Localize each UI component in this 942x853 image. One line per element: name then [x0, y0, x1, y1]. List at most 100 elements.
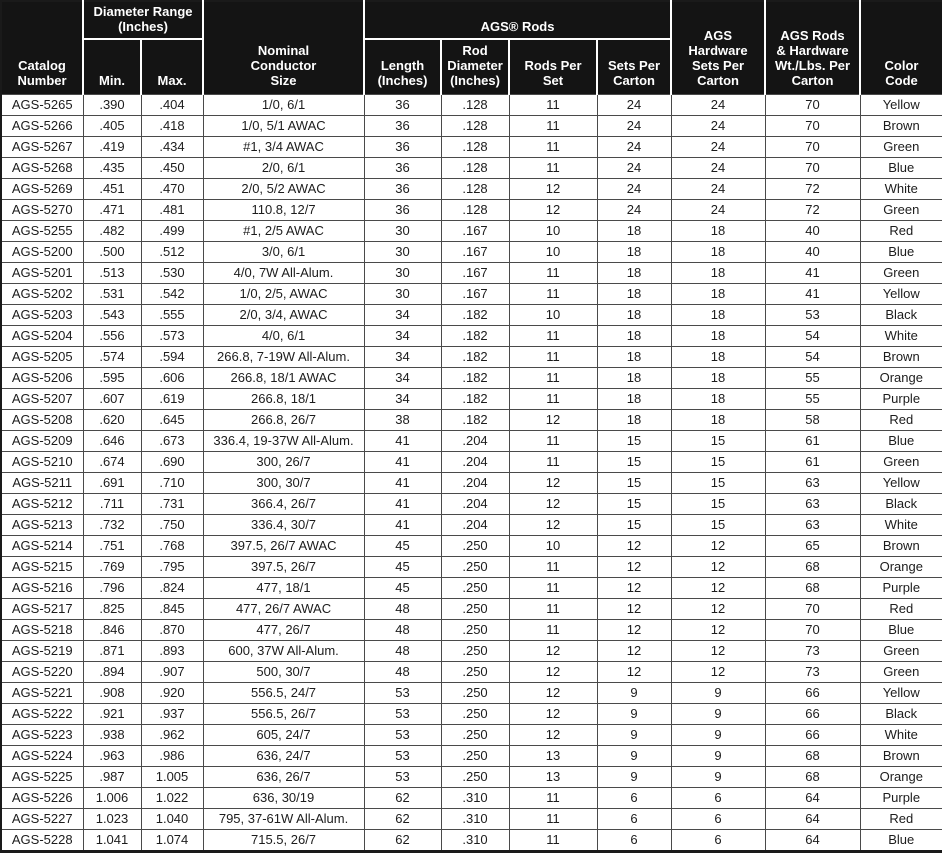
- table-row: AGS-5266.405.418 1/0, 5/1 AWAC 36.128 11 24 2…: [0, 114, 942, 137]
- diameter-max-cell: .512: [140, 240, 204, 263]
- color-code-cell: Red: [859, 219, 942, 242]
- ags-hardware-sets-per-carton-cell: 24: [670, 135, 766, 158]
- sets-per-carton-cell: 12: [596, 597, 672, 620]
- nominal-conductor-size-cell: 366.4, 26/7: [202, 492, 365, 515]
- diameter-min-cell: .691: [82, 471, 142, 494]
- diameter-max-cell: 1.005: [140, 765, 204, 788]
- rods-per-set-cell: 12: [508, 660, 598, 683]
- diameter-min-cell: .674: [82, 450, 142, 473]
- sets-per-carton-cell: 15: [596, 513, 672, 536]
- ags-hardware-sets-per-carton-cell: 9: [670, 765, 766, 788]
- color-code-cell: Green: [859, 198, 942, 221]
- ags-rods-hardware-wt-per-carton-cell: 65: [764, 534, 861, 557]
- color-code-cell: Brown: [859, 345, 942, 368]
- col-header-ags-rods-hardware-wt-per-carton: AGS Rods & Hardware Wt./Lbs. Per Carton: [764, 1, 861, 94]
- table-row: AGS-5220.894.907 500, 30/7 48.250 12 12 12 73 G…: [0, 660, 942, 683]
- rods-per-set-cell: 11: [508, 93, 598, 116]
- rods-per-set-cell: 11: [508, 282, 598, 305]
- ags-hardware-sets-per-carton-cell: 18: [670, 282, 766, 305]
- catalog-number-cell: AGS-5214: [0, 534, 84, 557]
- col-group-ags-rods: AGS® Rods: [363, 1, 672, 40]
- ags-rods-hardware-wt-per-carton-cell: 68: [764, 744, 861, 767]
- catalog-number-cell: AGS-5266: [0, 114, 84, 137]
- diameter-max-cell: .870: [140, 618, 204, 641]
- catalog-number-cell: AGS-5225: [0, 765, 84, 788]
- catalog-number-cell: AGS-5268: [0, 156, 84, 179]
- color-code-cell: Blue: [859, 156, 942, 179]
- rod-diameter-inches-cell: .167: [440, 240, 510, 263]
- sets-per-carton-cell: 9: [596, 702, 672, 725]
- diameter-max-cell: .768: [140, 534, 204, 557]
- diameter-max-cell: .481: [140, 198, 204, 221]
- nominal-conductor-size-cell: 336.4, 19-37W All-Alum.: [202, 429, 365, 452]
- sets-per-carton-cell: 18: [596, 219, 672, 242]
- sets-per-carton-cell: 18: [596, 345, 672, 368]
- nominal-conductor-size-cell: 266.8, 26/7: [202, 408, 365, 431]
- color-code-cell: Green: [859, 261, 942, 284]
- nominal-conductor-size-cell: 556.5, 26/7: [202, 702, 365, 725]
- diameter-min-cell: .543: [82, 303, 142, 326]
- rods-per-set-cell: 11: [508, 324, 598, 347]
- ags-hardware-sets-per-carton-cell: 24: [670, 93, 766, 116]
- length-inches-cell: 36: [363, 198, 442, 221]
- table-row: AGS-5221.908.920 556.5, 24/7 53.250 12 9 9 66 Y…: [0, 681, 942, 704]
- sets-per-carton-cell: 15: [596, 429, 672, 452]
- diameter-min-cell: .796: [82, 576, 142, 599]
- ags-hardware-sets-per-carton-cell: 15: [670, 450, 766, 473]
- color-code-cell: Orange: [859, 555, 942, 578]
- diameter-min-cell: .574: [82, 345, 142, 368]
- table-row: AGS-5226 1.006 1.022 636, 30/19 62.310 11 6 6 64…: [0, 786, 942, 809]
- sets-per-carton-cell: 24: [596, 114, 672, 137]
- ags-rods-hardware-wt-per-carton-cell: 41: [764, 261, 861, 284]
- diameter-max-cell: .731: [140, 492, 204, 515]
- ags-rods-hardware-wt-per-carton-cell: 66: [764, 681, 861, 704]
- table-row: AGS-5223.938.962 605, 24/7 53.250 12 9 9 66 Whi…: [0, 723, 942, 746]
- catalog-number-cell: AGS-5202: [0, 282, 84, 305]
- catalog-number-cell: AGS-5255: [0, 219, 84, 242]
- length-inches-cell: 30: [363, 219, 442, 242]
- color-code-cell: Black: [859, 303, 942, 326]
- diameter-max-cell: .418: [140, 114, 204, 137]
- color-code-cell: White: [859, 324, 942, 347]
- nominal-conductor-size-cell: 605, 24/7: [202, 723, 365, 746]
- diameter-max-cell: .470: [140, 177, 204, 200]
- ags-rods-hardware-wt-per-carton-cell: 63: [764, 513, 861, 536]
- length-inches-cell: 30: [363, 261, 442, 284]
- ags-rods-hardware-wt-per-carton-cell: 72: [764, 177, 861, 200]
- ags-rods-hardware-wt-per-carton-cell: 68: [764, 576, 861, 599]
- diameter-max-cell: .404: [140, 93, 204, 116]
- table-row: AGS-5228 1.041 1.074 715.5, 26/7 62.310 11 6 6 6…: [0, 828, 942, 852]
- length-inches-cell: 53: [363, 702, 442, 725]
- length-inches-cell: 38: [363, 408, 442, 431]
- ags-hardware-sets-per-carton-cell: 18: [670, 303, 766, 326]
- catalog-number-cell: AGS-5218: [0, 618, 84, 641]
- color-code-cell: Yellow: [859, 93, 942, 116]
- color-code-cell: Blue: [859, 429, 942, 452]
- sets-per-carton-cell: 24: [596, 156, 672, 179]
- color-code-cell: Orange: [859, 765, 942, 788]
- diameter-min-cell: .500: [82, 240, 142, 263]
- ags-hardware-sets-per-carton-cell: 18: [670, 366, 766, 389]
- diameter-min-cell: .711: [82, 492, 142, 515]
- diameter-max-cell: .573: [140, 324, 204, 347]
- ags-hardware-sets-per-carton-cell: 18: [670, 345, 766, 368]
- rod-diameter-inches-cell: .167: [440, 261, 510, 284]
- diameter-min-cell: .871: [82, 639, 142, 662]
- sets-per-carton-cell: 18: [596, 240, 672, 263]
- catalog-number-cell: AGS-5215: [0, 555, 84, 578]
- diameter-max-cell: .962: [140, 723, 204, 746]
- length-inches-cell: 41: [363, 492, 442, 515]
- ags-rods-hardware-wt-per-carton-cell: 55: [764, 387, 861, 410]
- color-code-cell: Red: [859, 597, 942, 620]
- table-row: AGS-5217.825.845 477, 26/7 AWAC 48.250 11 12…: [0, 597, 942, 620]
- length-inches-cell: 36: [363, 114, 442, 137]
- header-row-groups: Catalog Number Diameter Range (Inches) N…: [1, 1, 942, 94]
- rod-diameter-inches-cell: .250: [440, 534, 510, 557]
- table-row: AGS-5270.471.481 110.8, 12/7 36.128 12 24 24 7…: [0, 198, 942, 221]
- catalog-number-cell: AGS-5224: [0, 744, 84, 767]
- sets-per-carton-cell: 9: [596, 744, 672, 767]
- length-inches-cell: 41: [363, 429, 442, 452]
- diameter-max-cell: .450: [140, 156, 204, 179]
- sets-per-carton-cell: 12: [596, 555, 672, 578]
- rod-diameter-inches-cell: .310: [440, 786, 510, 809]
